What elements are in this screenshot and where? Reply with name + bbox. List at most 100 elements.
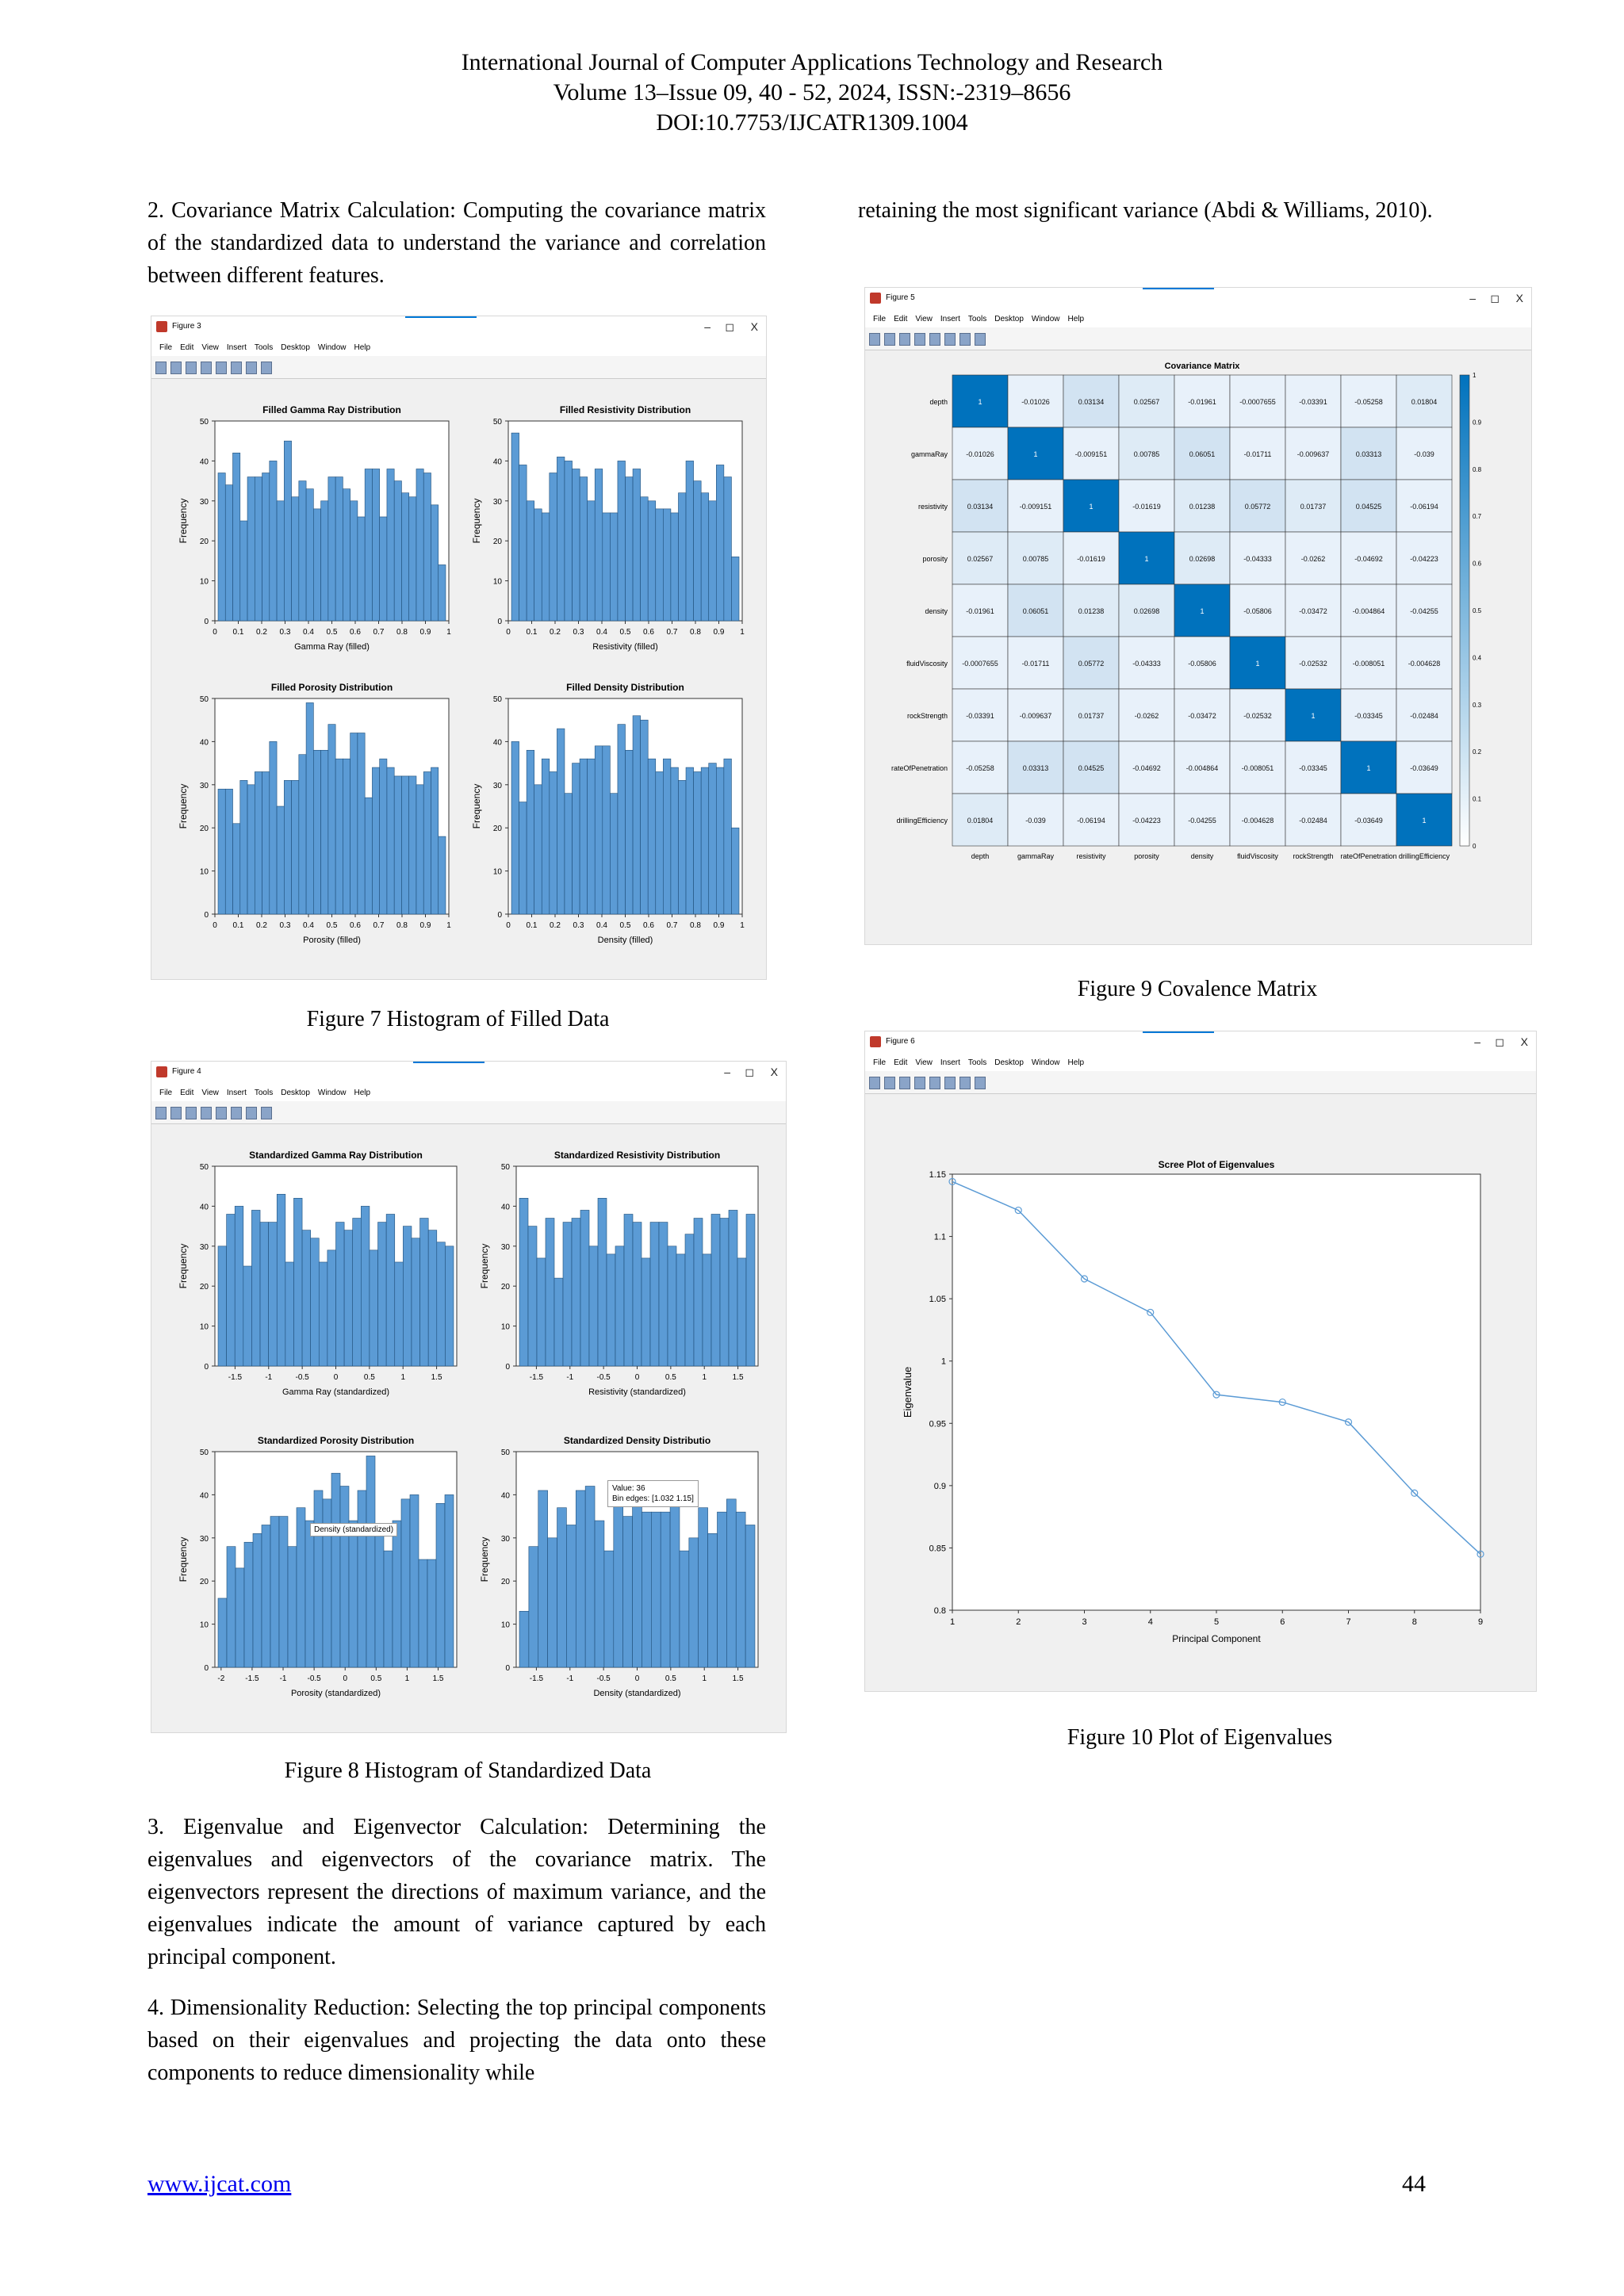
menu-insert[interactable]: Insert xyxy=(226,343,247,352)
journal-website-link[interactable]: www.ijcat.com xyxy=(147,2171,292,2197)
minimize-button[interactable]: – xyxy=(1474,1035,1480,1048)
insert-colorbar-icon[interactable] xyxy=(944,333,956,346)
menu-insert[interactable]: Insert xyxy=(940,1058,960,1067)
insert-legend-icon[interactable] xyxy=(959,333,971,346)
histogram-bar xyxy=(304,1520,315,1668)
menu-help[interactable]: Help xyxy=(354,343,371,352)
minimize-button[interactable]: – xyxy=(704,320,710,333)
histogram-bar xyxy=(632,1222,642,1367)
new-figure-icon[interactable] xyxy=(155,362,167,374)
heatmap-cell xyxy=(1340,427,1397,480)
x-tick-label: 0.9 xyxy=(714,628,725,637)
x-tick-label: 0.2 xyxy=(256,921,267,930)
maximize-button[interactable]: ◻ xyxy=(1495,1035,1504,1048)
heatmap-cell xyxy=(1340,740,1397,794)
menu-tools[interactable]: Tools xyxy=(254,1089,274,1097)
menu-file[interactable]: File xyxy=(159,343,173,352)
menu-edit[interactable]: Edit xyxy=(180,1089,194,1097)
insert-colorbar-icon[interactable] xyxy=(944,1077,956,1089)
menu-view[interactable]: View xyxy=(915,1058,933,1067)
histogram-bar xyxy=(408,775,417,915)
close-button[interactable]: X xyxy=(750,320,758,333)
insert-legend-icon[interactable] xyxy=(246,362,257,374)
menu-edit[interactable]: Edit xyxy=(894,315,908,323)
x-tick-label: 8 xyxy=(1412,1617,1417,1627)
menu-view[interactable]: View xyxy=(201,343,219,352)
insert-legend-icon[interactable] xyxy=(959,1077,971,1089)
menu-file[interactable]: File xyxy=(873,315,887,323)
menu-desktop[interactable]: Desktop xyxy=(281,1089,310,1097)
close-button[interactable]: X xyxy=(1520,1035,1528,1048)
maximize-button[interactable]: ◻ xyxy=(1490,292,1500,304)
print-icon[interactable] xyxy=(201,1107,212,1119)
menu-file[interactable]: File xyxy=(873,1058,887,1067)
open-icon[interactable] xyxy=(884,1077,895,1089)
para-dimensionality: 4. Dimensionality Reduction: Selecting t… xyxy=(147,1996,766,2085)
menu-insert[interactable]: Insert xyxy=(226,1089,247,1097)
print-icon[interactable] xyxy=(201,362,212,374)
menu-help[interactable]: Help xyxy=(1067,1058,1085,1067)
link-icon[interactable] xyxy=(929,1077,940,1089)
menu-help[interactable]: Help xyxy=(1067,315,1085,323)
minimize-button[interactable]: – xyxy=(1469,292,1476,304)
histogram-bar xyxy=(268,1222,278,1367)
menu-file[interactable]: File xyxy=(159,1089,173,1097)
menu-window[interactable]: Window xyxy=(317,343,347,352)
new-figure-icon[interactable] xyxy=(155,1107,167,1119)
edit-plot-icon[interactable] xyxy=(975,1077,986,1089)
histogram-bar xyxy=(431,504,439,622)
insert-colorbar-icon[interactable] xyxy=(231,1107,242,1119)
menu-tools[interactable]: Tools xyxy=(967,1058,987,1067)
menu-window[interactable]: Window xyxy=(1031,315,1060,323)
save-icon[interactable] xyxy=(899,1077,910,1089)
x-tick-label: 5 xyxy=(1214,1617,1219,1627)
menu-tools[interactable]: Tools xyxy=(967,315,987,323)
save-icon[interactable] xyxy=(899,333,910,346)
close-button[interactable]: X xyxy=(770,1066,778,1078)
open-icon[interactable] xyxy=(884,333,895,346)
close-button[interactable]: X xyxy=(1515,292,1523,304)
edit-plot-icon[interactable] xyxy=(975,333,986,346)
edit-plot-icon[interactable] xyxy=(261,1107,272,1119)
link-icon[interactable] xyxy=(216,1107,227,1119)
menu-help[interactable]: Help xyxy=(354,1089,371,1097)
open-icon[interactable] xyxy=(170,1107,182,1119)
x-tick-label: 0 xyxy=(635,1373,640,1382)
menu-tools[interactable]: Tools xyxy=(254,343,274,352)
menu-edit[interactable]: Edit xyxy=(180,343,194,352)
histogram-bar xyxy=(232,453,241,622)
heatmap-cell-value: 0.00785 xyxy=(1134,450,1160,458)
print-icon[interactable] xyxy=(914,333,925,346)
menu-view[interactable]: View xyxy=(915,315,933,323)
menu-view[interactable]: View xyxy=(201,1089,219,1097)
menu-window[interactable]: Window xyxy=(317,1089,347,1097)
menu-desktop[interactable]: Desktop xyxy=(281,343,310,352)
x-tick-label: 0.9 xyxy=(714,921,725,930)
histogram-bar xyxy=(528,1546,539,1668)
link-icon[interactable] xyxy=(929,333,940,346)
open-icon[interactable] xyxy=(170,362,182,374)
insert-colorbar-icon[interactable] xyxy=(231,362,242,374)
save-icon[interactable] xyxy=(186,362,197,374)
histogram-bar xyxy=(374,1525,385,1668)
menu-window[interactable]: Window xyxy=(1031,1058,1060,1067)
print-icon[interactable] xyxy=(914,1077,925,1089)
menu-edit[interactable]: Edit xyxy=(894,1058,908,1067)
menu-desktop[interactable]: Desktop xyxy=(994,315,1024,323)
link-icon[interactable] xyxy=(216,362,227,374)
minimize-button[interactable]: – xyxy=(724,1066,730,1078)
chart-title: Filled Resistivity Distribution xyxy=(560,404,691,415)
edit-plot-icon[interactable] xyxy=(261,362,272,374)
insert-legend-icon[interactable] xyxy=(246,1107,257,1119)
menu-insert[interactable]: Insert xyxy=(940,315,960,323)
new-figure-icon[interactable] xyxy=(869,1077,880,1089)
maximize-button[interactable]: ◻ xyxy=(725,320,734,333)
histogram-bar xyxy=(327,476,336,622)
heatmap-cell-value: -0.004628 xyxy=(1408,660,1441,668)
new-figure-icon[interactable] xyxy=(869,333,880,346)
menu-desktop[interactable]: Desktop xyxy=(994,1058,1024,1067)
hist-std-gamma: Standardized Gamma Ray Distribution01020… xyxy=(178,1150,458,1397)
maximize-button[interactable]: ◻ xyxy=(745,1066,754,1078)
save-icon[interactable] xyxy=(186,1107,197,1119)
histogram-bar xyxy=(372,469,380,622)
